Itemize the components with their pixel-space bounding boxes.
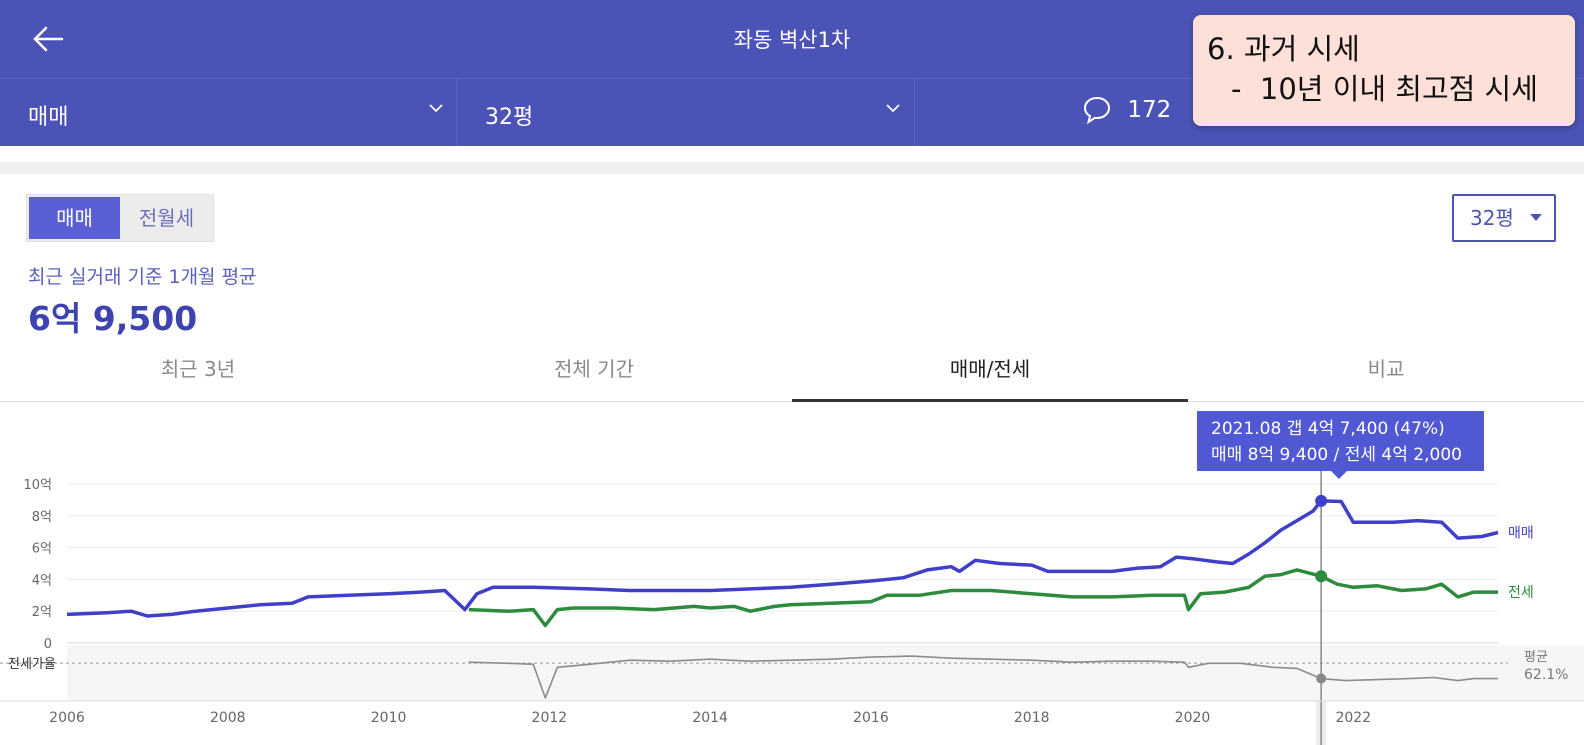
- chevron-down-icon: [886, 104, 900, 113]
- speech-bubble-icon: [1083, 96, 1111, 125]
- caret-down-icon: [1530, 214, 1542, 221]
- area-label: 32평: [485, 105, 534, 130]
- area-select-value: 32평: [1470, 206, 1514, 230]
- average-label: 최근 실거래 기준 1개월 평균: [28, 266, 257, 288]
- x-tick-label: 2014: [692, 710, 728, 726]
- segment-sale-button[interactable]: 매매: [29, 197, 120, 239]
- period-tabs: 최근 3년 전체 기간 매매/전세 비교: [0, 350, 1584, 402]
- x-tick-label: 2016: [853, 710, 889, 726]
- series-label-jeonse: 전세: [1508, 585, 1534, 601]
- area-select[interactable]: 32평: [1452, 194, 1556, 242]
- highlight-point-ratio: [1316, 673, 1327, 684]
- ratio-average-label: 평균: [1524, 650, 1548, 665]
- section-divider: [0, 162, 1584, 174]
- ratio-band: [67, 645, 1584, 701]
- trade-type-dropdown[interactable]: 매매: [0, 79, 456, 146]
- sale-price-line: [66, 499, 1499, 618]
- comment-count: 172: [1127, 97, 1172, 123]
- x-tick-label: 2006: [49, 710, 85, 726]
- y-tick-label: 10억: [23, 478, 52, 493]
- tooltip-prices: 매매 8억 9,400 / 전세 4억 2,000: [1211, 445, 1462, 465]
- annotation-callout: 6. 과거 시세 - 10년 이내 최고점 시세: [1193, 15, 1575, 126]
- y-tick-label: 2억: [32, 605, 52, 620]
- callout-title: 6. 과거 시세: [1207, 32, 1360, 66]
- jeonse-price-line: [468, 568, 1498, 628]
- filter-divider: [456, 79, 457, 146]
- segment-rent-button[interactable]: 전월세: [138, 206, 195, 230]
- y-tick-label: 0: [44, 637, 52, 652]
- tooltip-gap: 2021.08 갭 4억 7,400 (47%): [1211, 419, 1445, 439]
- ratio-average-value: 62.1%: [1524, 667, 1568, 683]
- x-tick-label: 2008: [210, 710, 246, 726]
- trade-type-label: 매매: [28, 105, 69, 130]
- x-tick-label: 2018: [1014, 710, 1050, 726]
- tab-sale-jeonse[interactable]: 매매/전세: [792, 350, 1188, 402]
- x-tick-label: 2020: [1175, 710, 1211, 726]
- chevron-down-icon: [429, 104, 443, 113]
- tab-all-period[interactable]: 전체 기간: [554, 357, 634, 381]
- x-tick-label: 2010: [371, 710, 407, 726]
- back-button[interactable]: [28, 22, 68, 56]
- highlight-point-sale: [1315, 494, 1328, 507]
- y-tick-label: 8억: [32, 510, 52, 525]
- filter-divider: [914, 79, 915, 146]
- series-label-sale: 매매: [1508, 525, 1534, 541]
- x-tick-label: 2012: [532, 710, 568, 726]
- trade-segment-toggle: 매매 전월세: [26, 194, 214, 242]
- jeonse-ratio-line: [468, 655, 1498, 699]
- page-title: 좌동 벽산1차: [733, 28, 851, 52]
- tab-recent-3y[interactable]: 최근 3년: [160, 357, 236, 381]
- arrow-left-icon: [33, 26, 64, 52]
- chart-tooltip: 2021.08 갭 4억 7,400 (47%) 매매 8억 9,400 / 전…: [1197, 411, 1484, 479]
- highlight-point-jeonse: [1315, 570, 1328, 583]
- tab-compare[interactable]: 비교: [1367, 357, 1405, 381]
- area-dropdown[interactable]: 32평: [457, 79, 914, 146]
- y-tick-label: 4억: [32, 573, 52, 588]
- comments-button[interactable]: 172: [1082, 95, 1171, 125]
- average-price: 6억 9,500: [28, 299, 198, 338]
- x-tick-label: 2022: [1335, 710, 1371, 726]
- callout-detail: - 10년 이내 최고점 시세: [1231, 72, 1538, 106]
- y-tick-label: 6억: [32, 542, 52, 557]
- ratio-axis-label: 전세가율: [8, 657, 56, 672]
